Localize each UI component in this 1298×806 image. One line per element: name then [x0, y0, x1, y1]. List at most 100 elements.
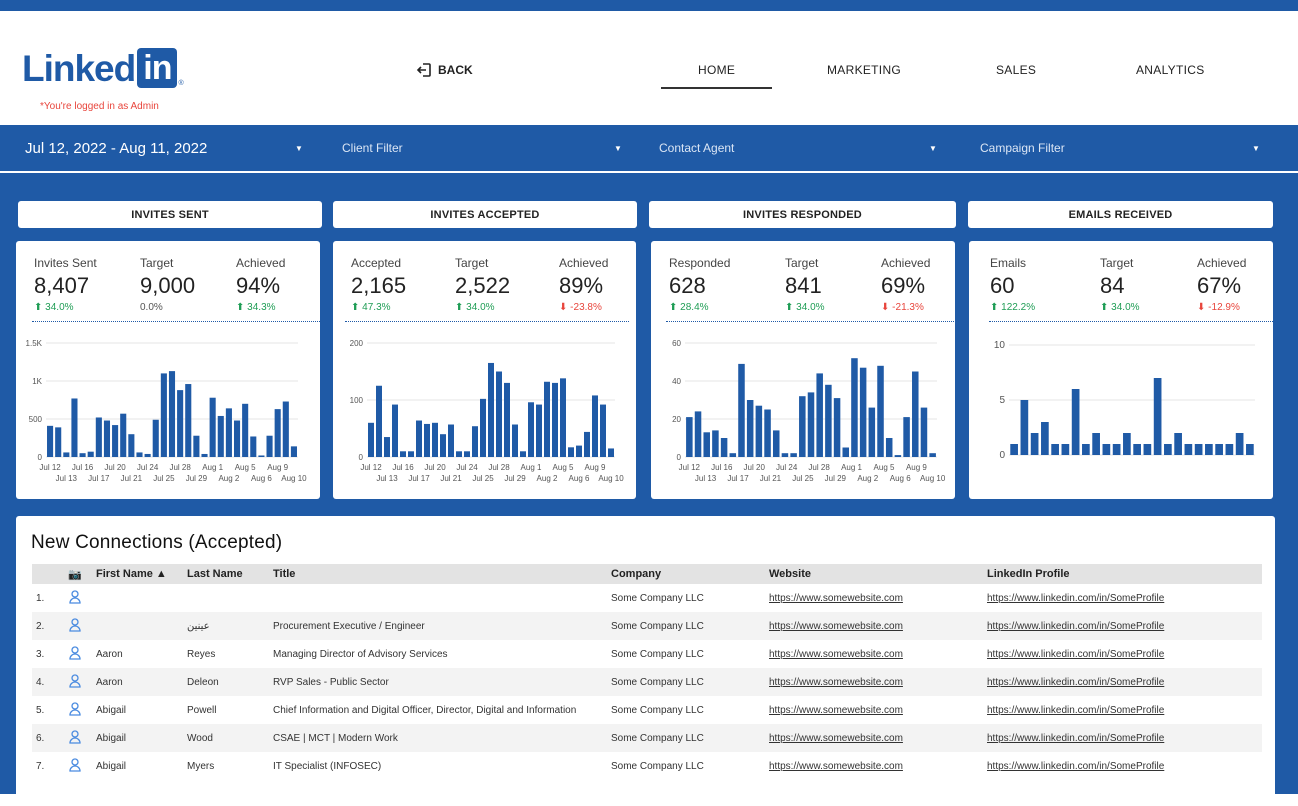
bar[interactable]: [63, 452, 70, 457]
bar[interactable]: [128, 434, 135, 457]
bar[interactable]: [472, 426, 478, 457]
bar[interactable]: [160, 373, 167, 457]
col-last-name[interactable]: Last Name: [183, 564, 269, 584]
bar[interactable]: [528, 402, 534, 457]
bar[interactable]: [694, 411, 702, 457]
bar[interactable]: [552, 382, 558, 457]
col-company[interactable]: Company: [607, 564, 765, 584]
bar[interactable]: [1020, 400, 1029, 455]
bar[interactable]: [816, 373, 823, 457]
bar[interactable]: [1061, 444, 1070, 455]
bar[interactable]: [920, 407, 928, 457]
bar[interactable]: [560, 378, 566, 457]
bar[interactable]: [416, 420, 422, 457]
bar[interactable]: [368, 422, 374, 457]
bar[interactable]: [807, 392, 815, 457]
bar[interactable]: [448, 424, 454, 457]
website-link[interactable]: https://www.somewebsite.com: [765, 612, 983, 640]
linkedin-profile-link[interactable]: https://www.linkedin.com/in/SomeProfile: [987, 592, 1165, 604]
col-website[interactable]: Website: [765, 564, 983, 584]
bar[interactable]: [408, 451, 414, 457]
bar[interactable]: [568, 447, 574, 457]
bar[interactable]: [1010, 444, 1018, 455]
bar[interactable]: [1030, 433, 1039, 455]
date-range-filter[interactable]: Jul 12, 2022 - Aug 11, 2022 ▼: [25, 125, 305, 171]
bar[interactable]: [112, 425, 119, 457]
bar[interactable]: [1246, 444, 1254, 455]
bar[interactable]: [282, 401, 289, 457]
col-linkedin-profile[interactable]: LinkedIn Profile: [983, 564, 1262, 584]
bar[interactable]: [1112, 444, 1121, 455]
bar[interactable]: [1164, 444, 1172, 455]
bar[interactable]: [376, 385, 382, 457]
website-link[interactable]: https://www.somewebsite.com: [769, 760, 903, 772]
bar[interactable]: [544, 381, 550, 457]
bar[interactable]: [177, 390, 184, 457]
bar[interactable]: [464, 451, 470, 457]
bar[interactable]: [55, 427, 62, 457]
nav-sales[interactable]: SALES: [996, 63, 1037, 77]
bar[interactable]: [576, 445, 582, 457]
website-link[interactable]: https://www.somewebsite.com: [765, 724, 983, 752]
table-row[interactable]: 7. Abigail Myers IT Specialist (INFOSEC) Som…: [32, 752, 1262, 780]
bar[interactable]: [1041, 422, 1049, 455]
bar[interactable]: [1051, 444, 1059, 455]
col-photo[interactable]: 📷: [64, 564, 92, 584]
bar[interactable]: [868, 407, 876, 457]
bar[interactable]: [1143, 444, 1152, 455]
nav-analytics[interactable]: ANALYTICS: [1136, 63, 1205, 77]
bar[interactable]: [233, 420, 241, 457]
bar[interactable]: [274, 409, 281, 457]
bar[interactable]: [1184, 444, 1193, 455]
bar[interactable]: [258, 455, 265, 457]
bar[interactable]: [152, 419, 159, 457]
bar[interactable]: [456, 451, 462, 457]
bar[interactable]: [755, 405, 763, 457]
bar[interactable]: [95, 417, 102, 457]
bar[interactable]: [833, 398, 841, 457]
bar[interactable]: [217, 415, 224, 457]
bar[interactable]: [894, 455, 902, 457]
nav-marketing[interactable]: MARKETING: [827, 63, 902, 77]
bar[interactable]: [929, 453, 936, 457]
bar[interactable]: [250, 436, 257, 457]
bar[interactable]: [851, 358, 858, 457]
bar[interactable]: [1071, 389, 1080, 455]
contact-agent-filter[interactable]: Contact Agent ▼: [659, 125, 939, 171]
bar[interactable]: [790, 453, 797, 457]
table-row[interactable]: 6. Abigail Wood CSAE | MCT | Modern Work Som…: [32, 724, 1262, 752]
bar[interactable]: [608, 448, 614, 457]
bar[interactable]: [885, 438, 893, 457]
bar[interactable]: [47, 425, 54, 457]
linkedin-profile-link[interactable]: https://www.linkedin.com/in/SomeProfile: [987, 760, 1165, 772]
nav-home[interactable]: HOME: [660, 63, 773, 89]
bar[interactable]: [903, 417, 910, 457]
col-first-name[interactable]: First Name ▲: [92, 564, 183, 584]
bar[interactable]: [136, 452, 143, 457]
bar[interactable]: [703, 432, 710, 457]
linkedin-profile-link[interactable]: https://www.linkedin.com/in/SomeProfile: [983, 612, 1262, 640]
bar[interactable]: [1133, 444, 1141, 455]
bar[interactable]: [103, 420, 111, 457]
col-title[interactable]: Title: [269, 564, 607, 584]
linkedin-profile-link[interactable]: https://www.linkedin.com/in/SomeProfile: [987, 704, 1165, 716]
bar[interactable]: [520, 451, 526, 457]
bar[interactable]: [1215, 444, 1223, 455]
table-row[interactable]: 3. Aaron Reyes Managing Director of Advisor…: [32, 640, 1262, 668]
bar[interactable]: [440, 434, 446, 457]
table-row[interactable]: 4. Aaron Deleon RVP Sales - Public Sector So…: [32, 668, 1262, 696]
bar[interactable]: [71, 398, 78, 457]
bar[interactable]: [877, 365, 884, 457]
linkedin-logo[interactable]: Linked in ®: [22, 47, 184, 89]
bar[interactable]: [600, 404, 606, 457]
bar[interactable]: [209, 397, 216, 457]
bar[interactable]: [225, 408, 232, 457]
bar[interactable]: [432, 422, 438, 457]
bar[interactable]: [738, 363, 745, 457]
bar[interactable]: [79, 453, 86, 457]
website-link[interactable]: https://www.somewebsite.com: [765, 668, 983, 696]
website-link[interactable]: https://www.somewebsite.com: [769, 592, 903, 604]
linkedin-profile-link[interactable]: https://www.linkedin.com/in/SomeProfile: [983, 724, 1262, 752]
linkedin-profile-link[interactable]: https://www.linkedin.com/in/SomeProfile: [987, 648, 1165, 660]
bar[interactable]: [584, 431, 590, 457]
